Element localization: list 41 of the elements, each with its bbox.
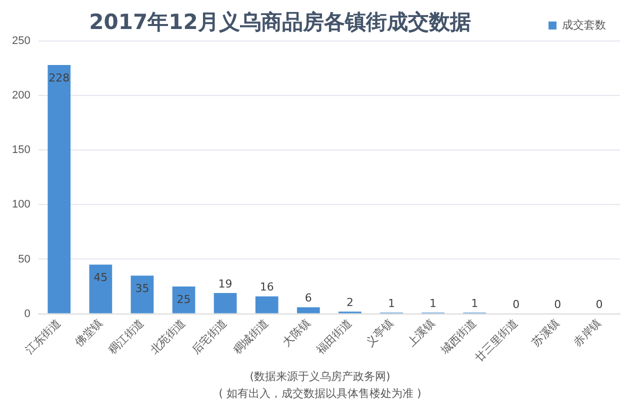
text: (数据来源于义乌房产政务网)	[248, 369, 392, 385]
bar	[48, 65, 71, 314]
x-tick-label: 佛堂镇	[72, 316, 105, 350]
x-tick-label: 义亭镇	[363, 316, 396, 350]
y-tick-label: 250	[12, 35, 30, 48]
data-label: 1	[388, 297, 395, 310]
chart-title: 2017年12月义乌商品房各镇街成交数据	[88, 9, 472, 36]
x-tick-label: 稠江街道	[106, 317, 146, 357]
x-tick-label: 福田街道	[314, 316, 354, 357]
data-label: 0	[512, 298, 520, 312]
data-label: 2	[346, 296, 354, 309]
bar	[255, 296, 278, 314]
y-tick-label: 100	[12, 198, 30, 211]
x-tick-label: 苏溪镇	[529, 316, 562, 350]
bar	[214, 293, 237, 314]
x-tick-label: 上溪镇	[404, 316, 438, 350]
data-label: 1	[430, 297, 437, 310]
bar	[296, 307, 320, 314]
data-label: 45	[94, 271, 108, 284]
data-label: 1	[471, 297, 478, 310]
y-tick-label: 200	[12, 90, 30, 102]
bar	[172, 286, 196, 314]
y-tick-label: 150	[12, 144, 30, 156]
x-tick-label: 大陈镇	[280, 316, 313, 350]
x-tick-label: 后宅街道	[189, 316, 230, 357]
data-label: 0	[554, 298, 562, 312]
legend-label: 成交套数	[562, 18, 606, 32]
text: ( 如有出入，成交数据以具体售楼处为准 )	[218, 386, 422, 402]
y-tick-label: 50	[18, 253, 30, 266]
data-label: 19	[218, 277, 232, 290]
bar	[130, 276, 154, 314]
bar	[89, 264, 112, 314]
x-tick-label: 赤岸镇	[570, 316, 604, 350]
x-tick-label: 北苑街道	[148, 316, 188, 357]
data-label: 228	[48, 71, 70, 84]
data-label: 0	[596, 298, 603, 312]
x-tick-label: 稠城街道	[230, 316, 272, 357]
data-label: 16	[260, 280, 274, 294]
data-label: 25	[176, 292, 191, 306]
data-label: 6	[304, 292, 312, 305]
data-label: 35	[135, 282, 150, 295]
